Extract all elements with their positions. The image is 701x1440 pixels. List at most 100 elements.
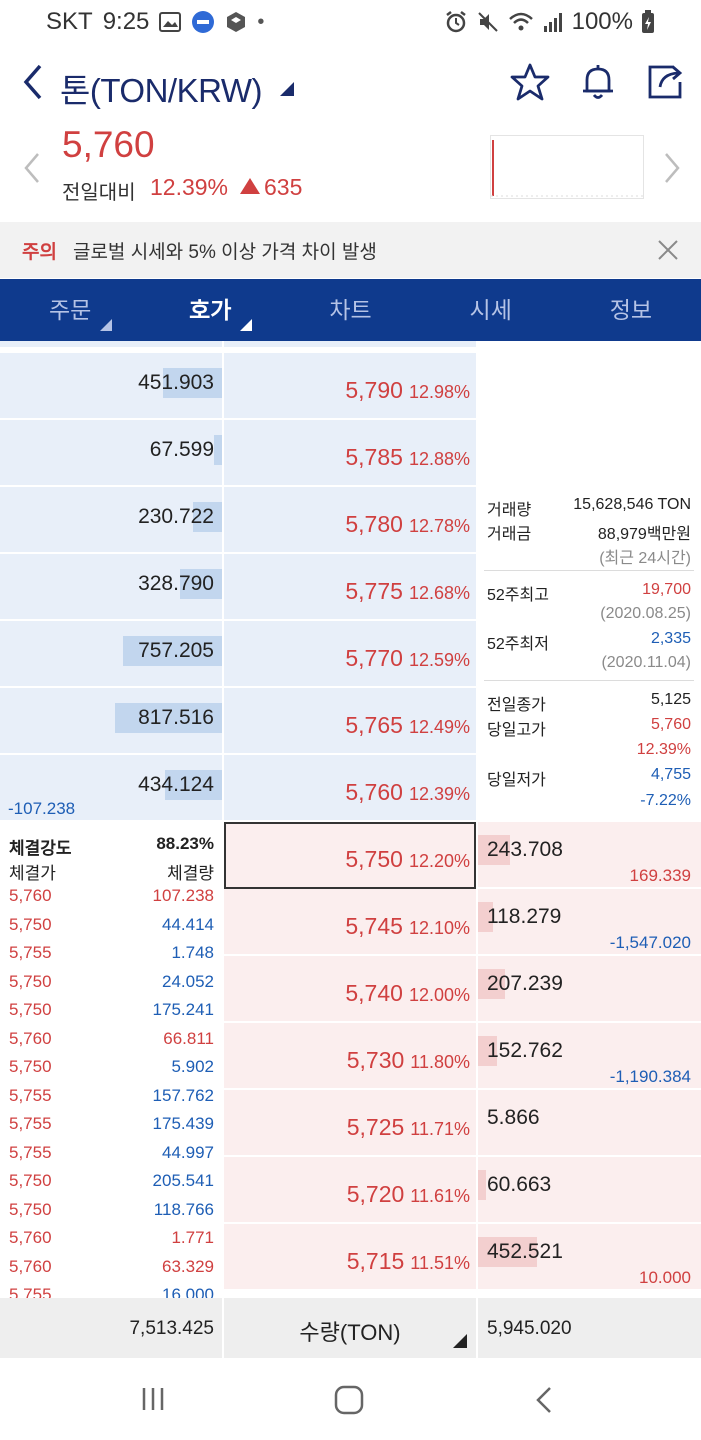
trade-price: 5,755 [9,1085,52,1105]
ask-qty-cell[interactable]: 67.599 [0,420,222,487]
recent-trades: 체결강도 88.23% 체결가 체결량 5,760 107.238 5,750 44.… [0,822,222,1298]
ask-price-cell[interactable]: 5,785 12.88% [224,420,476,487]
back-arrow-icon[interactable] [18,62,48,102]
carrier-label: SKT [46,8,93,35]
bid-qty-cell[interactable]: 452.521 10.000 [478,1224,701,1291]
bid-delta: -1,190.384 [609,1067,691,1086]
trade-row: 5,755 16.000 [0,1281,222,1298]
ask-strip [0,341,222,347]
bid-price-cell[interactable]: 5,715 11.51% [224,1224,476,1291]
bid-price-cell[interactable]: 5,725 11.71% [224,1090,476,1157]
dropdown-triangle-icon[interactable] [453,1334,467,1348]
divider [222,1298,224,1358]
bid-qty-cell[interactable]: 5.866 [478,1090,701,1157]
bid-price: 5,745 12.10% [345,913,470,940]
gallery-icon [159,12,182,32]
bid-volume-bar [478,902,493,932]
trade-row: 5,750 205.541 [0,1167,222,1195]
trade-qty: 24.052 [162,971,214,991]
trade-price: 5,750 [9,971,52,991]
bid-price: 5,750 12.20% [345,846,470,873]
ask-qty-cell[interactable]: 328.790 [0,554,222,621]
trade-price: 5,750 [9,1057,52,1076]
prev-coin-chevron-icon[interactable] [22,152,42,184]
ask-qty: 230.722 [138,505,214,528]
bid-price-cell[interactable]: 5,730 11.80% [224,1023,476,1090]
ask-qty-cell[interactable]: 230.722 [0,487,222,554]
page-title[interactable]: 톤(TON/KRW) [60,72,262,109]
bid-price: 5,730 11.80% [347,1047,470,1074]
bid-qty-cell[interactable]: 152.762 -1,190.384 [478,1023,701,1090]
trade-qty: 175.439 [152,1114,214,1133]
trade-qty-header: 체결량 [167,864,214,883]
notification-bell-icon[interactable] [578,62,618,102]
dropdown-triangle-icon [240,319,253,331]
tab-order[interactable]: 주문 [0,279,140,341]
trade-row: 5,760 63.329 [0,1253,222,1281]
dropdown-triangle-icon[interactable] [280,82,294,96]
shield-app-icon [227,12,246,32]
next-coin-chevron-icon[interactable] [662,152,682,184]
ask-qty: 434.124 [138,773,214,796]
day-high-label: 당일고가 [487,722,546,739]
ask-qty-cell[interactable]: 451.903 [0,353,222,420]
ask-volume-bar [214,435,222,465]
bid-qty-cell[interactable]: 207.239 [478,956,701,1023]
ask-volume-bar [193,502,222,532]
close-icon[interactable] [657,239,679,261]
low52-value: 2,335 [650,630,691,647]
ask-qty: 328.790 [138,572,214,595]
bid-qty-cell[interactable]: 60.663 [478,1157,701,1224]
ask-volume-bar [180,569,222,599]
dropdown-triangle-icon [100,319,113,331]
bid-price-cell-current[interactable]: 5,750 12.20% [224,822,476,889]
change-amount: 635 [264,174,303,200]
ask-price-cell[interactable]: 5,760 12.39% [224,755,476,822]
bid-qty: 5.866 [487,1106,540,1129]
ask-qty-cell[interactable]: 757.205 [0,621,222,688]
bid-price-cell[interactable]: 5,745 12.10% [224,889,476,956]
trade-row: 5,760 107.238 [0,882,222,910]
bid-price-percent: 12.20% [408,851,470,871]
trade-qty: 44.414 [162,914,214,934]
up-triangle-icon [240,178,260,194]
bid-price-value: 5,720 [346,1181,405,1207]
tab-chart[interactable]: 차트 [329,297,372,323]
bid-price-percent: 11.80% [410,1052,470,1072]
recent-apps-icon[interactable] [140,1386,166,1412]
tab-market[interactable]: 시세 [469,297,512,323]
unit-selector[interactable]: 수량(TON) [224,1315,476,1347]
ask-qty-cell[interactable]: 817.516 [0,688,222,755]
ask-price-cell[interactable]: 5,765 12.49% [224,688,476,755]
favorite-star-icon[interactable] [510,62,550,102]
signal-icon [543,13,562,32]
low52-label: 52주최저 [487,636,549,653]
bid-price-percent: 12.00% [408,985,470,1005]
ask-price-cell[interactable]: 5,780 12.78% [224,487,476,554]
strength-label: 체결강도 [9,839,72,858]
ask-price-cell[interactable]: 5,775 12.68% [224,554,476,621]
bid-qty-cell[interactable]: 118.279 -1,547.020 [478,889,701,956]
trade-qty: 118.766 [153,1199,214,1219]
trade-qty: 66.811 [163,1028,214,1048]
trade-row: 5,750 24.052 [0,968,222,996]
tab-info[interactable]: 정보 [609,297,653,323]
home-icon[interactable] [334,1385,364,1415]
ask-qty-cell[interactable]: 434.124 -107.238 [0,755,222,822]
ask-price-cell[interactable]: 5,770 12.59% [224,621,476,688]
day-high-value: 5,760 [650,716,691,733]
alarm-icon [445,11,466,33]
bid-volume-bar [478,1170,486,1200]
change-label: 전일대비 [62,182,136,204]
trade-price: 5,760 [9,886,52,905]
share-icon[interactable] [646,62,686,102]
bid-qty-cell[interactable]: 243.708 169.339 [478,822,701,889]
bid-price-value: 5,740 [345,980,403,1006]
tab-orderbook[interactable]: 호가 [140,279,280,341]
bid-price-cell[interactable]: 5,740 12.00% [224,956,476,1023]
bid-price-cell[interactable]: 5,720 11.61% [224,1157,476,1224]
bid-price-value: 5,725 [346,1114,405,1140]
nav-back-icon[interactable] [534,1385,554,1415]
bid-volume-bar [478,1237,537,1267]
ask-price-cell[interactable]: 5,790 12.98% [224,353,476,420]
